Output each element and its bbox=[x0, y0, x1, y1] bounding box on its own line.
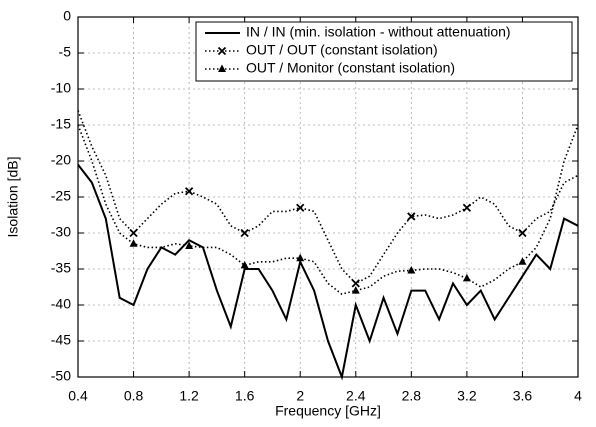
y-tick-label: 0 bbox=[63, 8, 71, 24]
legend-marker bbox=[218, 64, 226, 72]
x-tick-label: 1.6 bbox=[235, 388, 255, 404]
marker bbox=[185, 241, 194, 249]
marker bbox=[240, 228, 249, 238]
y-tick-label: -15 bbox=[51, 116, 71, 132]
legend-label: OUT / Monitor (constant isolation) bbox=[246, 60, 455, 76]
marker bbox=[184, 187, 194, 196]
marker bbox=[351, 286, 360, 294]
y-tick-label: -50 bbox=[51, 368, 71, 384]
x-tick-label: 2 bbox=[296, 388, 304, 404]
x-tick-label: 0.4 bbox=[68, 388, 88, 404]
y-tick-label: -35 bbox=[51, 260, 71, 276]
legend-box bbox=[195, 21, 573, 82]
series-line bbox=[77, 163, 579, 381]
marker bbox=[518, 228, 527, 238]
legend-label: IN / IN (min. isolation - without attenu… bbox=[246, 24, 511, 40]
y-tick-label: -25 bbox=[51, 188, 71, 204]
legend-label: OUT / OUT (constant isolation) bbox=[246, 42, 438, 58]
y-axis-label: Isolation [dB] bbox=[5, 157, 21, 238]
marker bbox=[518, 257, 527, 265]
marker bbox=[129, 239, 138, 247]
y-tick-label: -45 bbox=[51, 332, 71, 348]
marker bbox=[351, 279, 360, 288]
y-tick-label: -30 bbox=[51, 224, 71, 240]
y-tick-label: -20 bbox=[51, 152, 71, 168]
marker bbox=[407, 265, 416, 274]
marker bbox=[462, 273, 471, 282]
marker bbox=[240, 260, 249, 269]
x-tick-label: 4 bbox=[574, 388, 582, 404]
marker bbox=[129, 228, 138, 238]
x-tick-label: 3.6 bbox=[513, 388, 533, 404]
marker bbox=[407, 212, 416, 221]
marker bbox=[296, 203, 305, 212]
marker bbox=[296, 253, 305, 262]
x-tick-label: 1.2 bbox=[179, 388, 199, 404]
legend-marker bbox=[217, 46, 227, 56]
y-tick-label: -10 bbox=[51, 80, 71, 96]
x-tick-label: 0.8 bbox=[124, 388, 144, 404]
x-tick-label: 3.2 bbox=[457, 388, 477, 404]
x-tick-label: 2.4 bbox=[346, 388, 366, 404]
y-tick-label: -40 bbox=[51, 296, 71, 312]
y-tick-label: -5 bbox=[59, 44, 72, 60]
plot-frame bbox=[77, 16, 579, 378]
x-axis-label: Frequency [GHz] bbox=[275, 403, 381, 419]
marker bbox=[462, 203, 472, 212]
x-tick-label: 2.8 bbox=[402, 388, 422, 404]
